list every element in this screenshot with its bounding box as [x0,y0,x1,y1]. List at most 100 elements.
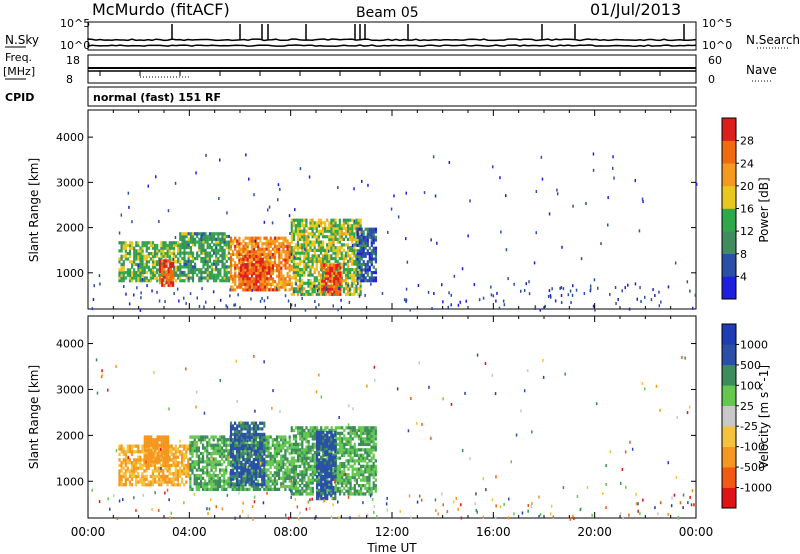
heatmap-cell [355,268,358,272]
cpid-label: CPID [5,91,34,104]
heatmap-cell [246,277,249,281]
heatmap-cell [150,440,153,445]
heatmap-cell [320,483,323,487]
heatmap-cell [305,254,308,258]
heatmap-cell [334,437,337,441]
heatmap-cell [311,492,314,496]
heatmap-cell [328,224,331,228]
scatter-cell [650,298,653,302]
heatmap-cell [317,284,320,288]
heatmap-cell [316,444,319,448]
heatmap-cell [273,443,276,447]
heatmap-cell [240,474,243,478]
heatmap-cell [229,236,233,240]
heatmap-cell [355,243,358,247]
scatter-cell [178,299,180,303]
heatmap-cell [296,251,300,255]
heatmap-cell [280,250,283,254]
heatmap-cell [322,450,325,454]
heatmap-cell [336,464,340,468]
heatmap-cell [210,487,213,491]
heatmap-cell [362,262,365,267]
heatmap-cell [174,472,177,476]
heatmap-cell [311,459,314,463]
heatmap-cell [212,460,215,464]
heatmap-cell [292,270,295,274]
heatmap-cell [305,248,308,252]
heatmap-cell [342,237,345,241]
heatmap-cell [309,273,312,277]
heatmap-cell [364,440,367,444]
heatmap-cell [261,446,264,451]
heatmap-cell [252,236,256,240]
heatmap-cell [238,474,241,478]
heatmap-cell [248,236,251,240]
heatmap-cell [305,431,308,435]
heatmap-cell [347,431,350,435]
scatter-cell [503,303,506,307]
heatmap-cell [267,487,270,491]
heatmap-cell [370,235,373,239]
heatmap-cell [303,462,306,466]
scatter-cell [560,286,563,289]
heatmap-cell [212,465,215,469]
heatmap-cell [303,268,306,272]
heatmap-cell [200,259,203,263]
heatmap-cell [311,235,314,239]
heatmap-cell [246,460,249,465]
heatmap-cell [326,492,329,496]
scatter-cell [318,224,321,228]
heatmap-cell [324,494,327,498]
heatmap-cell [150,460,153,464]
heatmap-cell [229,427,233,431]
heatmap-cell [324,444,327,448]
heatmap-cell [311,290,314,294]
heatmap-cell [185,262,188,266]
heatmap-cell [252,252,256,257]
heatmap-cell [331,279,334,283]
heatmap-cell [294,262,297,266]
heatmap-cell [219,270,222,275]
heatmap-cell [183,447,186,451]
heatmap-cell [286,255,289,259]
heatmap-cell [360,484,363,488]
heatmap-cell [299,268,302,272]
heatmap-cell [213,259,216,263]
heatmap-cell [202,251,205,255]
heatmap-cell [195,446,198,450]
heatmap-cell [206,484,209,489]
scatter-cell [174,236,177,239]
heatmap-cell [288,282,291,286]
heatmap-cell [242,466,245,470]
heatmap-cell [263,440,266,445]
heatmap-cell [234,438,237,442]
heatmap-cell [370,434,373,438]
heatmap-cell [324,259,327,263]
heatmap-cell [219,240,222,244]
scatter-cell [332,304,334,308]
heatmap-cell [191,268,195,272]
heatmap-cell [162,443,165,447]
heatmap-cell [214,460,217,464]
heatmap-cell [370,243,373,248]
heatmap-cell [235,471,238,475]
heatmap-cell [242,455,245,459]
heatmap-cell [255,257,258,261]
heatmap-cell [244,269,247,273]
heatmap-cell [332,488,335,492]
heatmap-cell [320,466,323,470]
heatmap-cell [343,445,346,449]
heatmap-cell [311,434,314,438]
heatmap-cell [303,235,306,239]
heatmap-cell [234,277,237,281]
heatmap-cell [206,243,209,247]
heatmap-cell [248,277,251,281]
heatmap-cell [331,284,334,288]
heatmap-cell [299,290,302,294]
heatmap-cell [254,466,258,470]
heatmap-cell [338,257,341,261]
heatmap-cell [200,246,203,250]
heatmap-cell [198,246,201,250]
heatmap-cell [353,248,356,252]
